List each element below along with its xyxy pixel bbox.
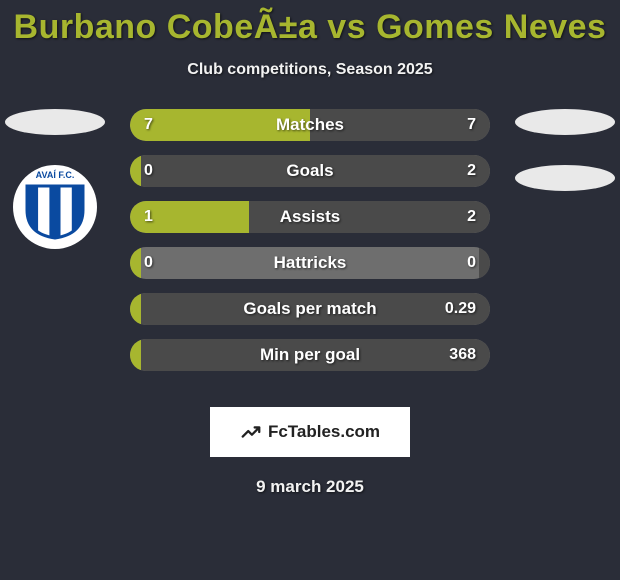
stat-value-left: 7 — [144, 116, 153, 134]
stat-row: 77Matches — [130, 109, 490, 141]
stat-value-left: 0 — [144, 254, 153, 272]
stat-rows: 77Matches02Goals12Assists00Hattricks0.29… — [130, 109, 490, 371]
shield-icon — [25, 184, 85, 240]
stat-row: 0.29Goals per match — [130, 293, 490, 325]
stat-fill-left — [130, 155, 141, 187]
stat-fill-right — [479, 247, 490, 279]
club-badge-content: AVAÍ F.C. — [25, 171, 85, 243]
right-badge-column — [510, 109, 620, 191]
stat-value-right: 368 — [449, 346, 476, 364]
stat-value-right: 2 — [467, 162, 476, 180]
stat-value-right: 7 — [467, 116, 476, 134]
club-badge-avai: AVAÍ F.C. — [13, 165, 97, 249]
stat-fill-left — [130, 247, 141, 279]
stat-value-left: 0 — [144, 162, 153, 180]
stat-row: 0 0Hattricks — [130, 247, 490, 279]
stat-value-right: 0.29 — [445, 300, 476, 318]
stat-value-right: 0 — [467, 254, 476, 272]
stat-value-right: 2 — [467, 208, 476, 226]
content-root: Burbano CobeÃ±a vs Gomes Neves Club comp… — [0, 0, 620, 580]
stat-fill-right — [141, 155, 490, 187]
watermark: FcTables.com — [210, 407, 410, 457]
stat-fill-right — [141, 293, 490, 325]
date-text: 9 march 2025 — [0, 477, 620, 497]
stat-fill-left — [130, 293, 141, 325]
stat-fill-right — [249, 201, 490, 233]
comparison-arena: AVAÍ F.C. — [0, 109, 620, 389]
stat-fill-right — [310, 109, 490, 141]
page-title: Burbano CobeÃ±a vs Gomes Neves — [0, 0, 620, 47]
stat-fill-left — [130, 109, 310, 141]
stat-fill-left — [130, 339, 141, 371]
placeholder-ellipse — [5, 109, 105, 135]
stat-row: 368Min per goal — [130, 339, 490, 371]
stat-row: 02Goals — [130, 155, 490, 187]
stat-label: Hattricks — [130, 253, 490, 273]
placeholder-ellipse — [515, 109, 615, 135]
watermark-text: FcTables.com — [268, 422, 380, 442]
club-badge-label: AVAÍ F.C. — [25, 171, 85, 181]
stat-fill-right — [141, 339, 490, 371]
left-badge-column: AVAÍ F.C. — [0, 109, 110, 249]
chart-icon — [240, 421, 262, 443]
subtitle: Club competitions, Season 2025 — [0, 61, 620, 79]
placeholder-ellipse — [515, 165, 615, 191]
stat-value-left: 1 — [144, 208, 153, 226]
stat-row: 12Assists — [130, 201, 490, 233]
